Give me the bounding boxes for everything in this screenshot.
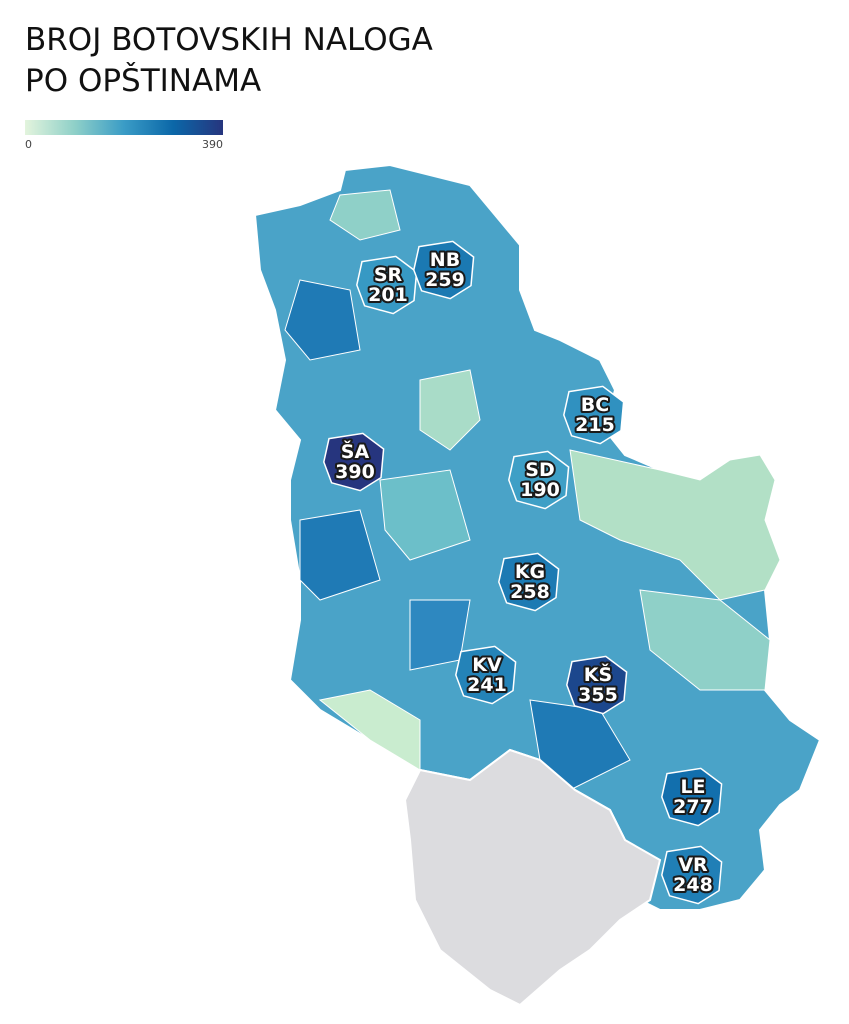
municipality-code: VR: [678, 854, 708, 876]
municipality-code: KG: [515, 561, 545, 583]
municipality-code: LE: [680, 776, 705, 798]
municipality-value: 259: [425, 269, 465, 291]
municipality: [563, 385, 625, 445]
municipality: [323, 432, 385, 492]
municipality: [413, 240, 475, 300]
municipality-value: 201: [368, 284, 408, 306]
municipality: [566, 655, 628, 715]
municipality-code: SD: [525, 459, 554, 481]
municipality-value: 258: [510, 581, 550, 603]
municipality-value: 241: [467, 674, 507, 696]
municipality-code: BC: [581, 394, 609, 416]
municipality-value: 277: [673, 796, 713, 818]
serbia-outline: [253, 163, 822, 911]
municipality-value: 248: [673, 874, 713, 896]
legend-min: 0: [25, 138, 32, 151]
municipality: [498, 552, 560, 612]
municipality: [661, 767, 723, 827]
municipality-value: 215: [575, 414, 615, 436]
municipality-code: KŠ: [584, 662, 612, 686]
municipality-code: KV: [472, 654, 502, 676]
legend-bar: [25, 120, 223, 135]
municipality: [455, 645, 517, 705]
kosovo-area: [403, 748, 662, 1007]
municipality-code: NB: [430, 249, 460, 271]
municipality-value: 190: [520, 479, 560, 501]
title-line: PO OPŠTINAMA: [25, 62, 261, 99]
municipality: [356, 255, 418, 315]
title-line: BROJ BOTOVSKIH NALOGA: [25, 22, 433, 58]
legend-max: 390: [202, 138, 223, 151]
municipality-code: SR: [374, 264, 403, 286]
municipality: [661, 845, 723, 905]
municipality: [508, 450, 570, 510]
municipality-value: 390: [335, 461, 375, 483]
municipality-value: 355: [578, 684, 618, 706]
municipality-code: ŠA: [341, 439, 370, 463]
